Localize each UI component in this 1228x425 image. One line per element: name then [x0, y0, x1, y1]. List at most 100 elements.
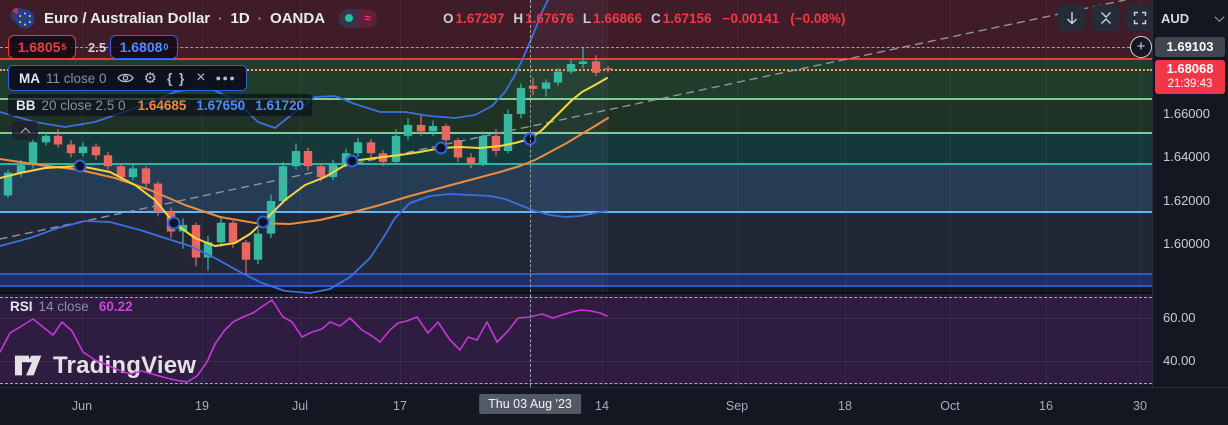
candle [116, 166, 126, 178]
time-axis-label: 17 [393, 399, 407, 413]
time-axis-label: Jun [71, 399, 93, 413]
ma-node-marker [73, 159, 87, 173]
vertical-gridline [82, 0, 83, 387]
indicator-row-bb[interactable]: BB 20 close 2.5 0 1.64685 1.67650 1.6172… [8, 94, 312, 116]
time-axis-label: 30 [1133, 399, 1147, 413]
candle [478, 135, 488, 165]
rsi-lower-dashed [0, 383, 1152, 384]
plot-svg [0, 0, 1126, 383]
candle [78, 146, 88, 154]
curve-bb-basis [0, 117, 609, 225]
vertical-gridline [845, 0, 846, 387]
arrow-down-icon [1066, 12, 1077, 25]
bb-upper-value: 1.67650 [196, 97, 246, 113]
level-line-green-1[interactable] [0, 98, 1152, 100]
candle [241, 242, 251, 260]
price-tick-label: 1.66000 [1163, 106, 1210, 121]
level-line-orange-dotted[interactable] [0, 69, 1152, 71]
rsi-value: 60.22 [98, 298, 133, 314]
symbol-title[interactable]: Euro / Australian Dollar [44, 9, 211, 27]
candle [103, 155, 113, 167]
pane-separator[interactable] [0, 292, 1152, 294]
red-box-price: 1.6805 [17, 39, 61, 55]
time-axis-label: Sep [725, 399, 749, 413]
time-axis[interactable]: Thu 03 Aug '23 Jun 19 Jul 17 14 Sep 18 Oct 16 30 [0, 387, 1228, 425]
ohlc-readout: O 1.67297 H 1.67676 L 1.66866 C 1.67156 −0.0… [443, 11, 845, 26]
vertical-gridline [202, 0, 203, 387]
vertical-gridline [1140, 0, 1141, 387]
zone-blue [0, 164, 1152, 212]
change-value: −0.00141 [722, 10, 780, 26]
main-chart-pane[interactable]: TradingView + Euro / Australian Dollar ·… [0, 0, 1152, 387]
candle [516, 87, 526, 114]
candle [403, 124, 413, 136]
level-line-teal[interactable] [0, 163, 1152, 165]
candle [178, 224, 188, 232]
eye-icon[interactable] [116, 72, 134, 84]
risk-reward-value: 2.5 [88, 40, 107, 55]
price-level-box-blue[interactable]: 1.6808 0 [110, 35, 178, 59]
ma-node-marker [345, 154, 359, 168]
candle [428, 126, 438, 132]
title-separator-2: · [257, 10, 263, 26]
candle [353, 142, 363, 154]
vertical-gridline [300, 0, 301, 387]
price-tick-label: 40.00 [1163, 353, 1196, 368]
chevron-down-icon [1214, 11, 1225, 22]
source-code-icon[interactable]: { } [167, 70, 187, 86]
open-value: 1.67297 [455, 10, 505, 26]
time-axis-label: Oct [940, 399, 960, 413]
symbol-legend[interactable]: Euro / Australian Dollar · 1D · OANDA ≈ … [10, 7, 845, 29]
vertical-gridline [400, 0, 401, 387]
symbol-interval[interactable]: 1D [230, 9, 250, 27]
collapse-legend-button[interactable] [12, 121, 38, 140]
zone-rsi-pane [0, 293, 1152, 385]
vertical-gridline [1046, 0, 1047, 387]
crosshair-horizontal [0, 47, 1130, 48]
blue-box-price: 1.6808 [119, 39, 163, 55]
level-line-red[interactable] [0, 58, 1152, 60]
level-line-green-2[interactable] [0, 132, 1152, 134]
gear-icon[interactable]: ⚙ [143, 70, 157, 87]
close-icon[interactable]: × [196, 69, 206, 86]
price-tick-label: 1.64000 [1163, 149, 1210, 164]
high-value: 1.67676 [525, 10, 574, 26]
more-options-icon[interactable]: ●●● [215, 73, 237, 83]
add-alert-plus-button[interactable]: + [1130, 36, 1152, 58]
level-line-light-blue[interactable] [0, 211, 1152, 213]
currency-unit-label: AUD [1161, 10, 1190, 26]
candle [191, 224, 201, 258]
indicator-row-ma[interactable]: MA 11 close 0 ⚙ { } × ●●● [8, 65, 248, 91]
crosshair-price-badge: 1.69103 [1155, 37, 1225, 57]
crosshair-date-badge: Thu 03 Aug '23 [479, 394, 581, 414]
candle [366, 142, 376, 154]
curve-rsi [0, 299, 608, 383]
candle [203, 242, 213, 258]
vertical-gridline [737, 0, 738, 387]
collapse-pane-button[interactable] [1092, 5, 1119, 31]
indicator-row-rsi[interactable]: RSI 14 close 60.22 [10, 297, 133, 315]
ma-node-marker [256, 215, 270, 229]
candle [316, 166, 326, 178]
candle [466, 157, 476, 164]
countdown-timer: 21:39:43 [1167, 78, 1213, 90]
currency-unit-dropdown[interactable]: AUD [1161, 6, 1225, 30]
time-axis-label: 18 [838, 399, 852, 413]
rsi-params: 14 close [38, 298, 89, 314]
price-level-box-red[interactable]: 1.6805 5 [8, 35, 76, 59]
symbol-exchange[interactable]: OANDA [270, 9, 326, 27]
zone-maroon [0, 0, 1152, 59]
vertical-gridline [602, 0, 603, 387]
maximize-pane-button[interactable] [1126, 5, 1152, 31]
time-axis-label: 19 [195, 399, 209, 413]
blue-box-price-sup: 0 [163, 42, 169, 52]
ma-name: MA [19, 70, 40, 86]
candle [491, 135, 501, 151]
price-axis[interactable]: AUD 1.69103 1.68068 21:39:43 1.66000 1.64… [1152, 0, 1228, 425]
move-pane-down-button[interactable] [1058, 5, 1085, 31]
market-open-dot-icon [344, 14, 353, 22]
watermark-text: TradingView [53, 352, 197, 379]
candle [253, 233, 263, 260]
market-status-pill[interactable]: ≈ [339, 8, 378, 28]
bb-lower-value: 1.61720 [255, 97, 304, 113]
